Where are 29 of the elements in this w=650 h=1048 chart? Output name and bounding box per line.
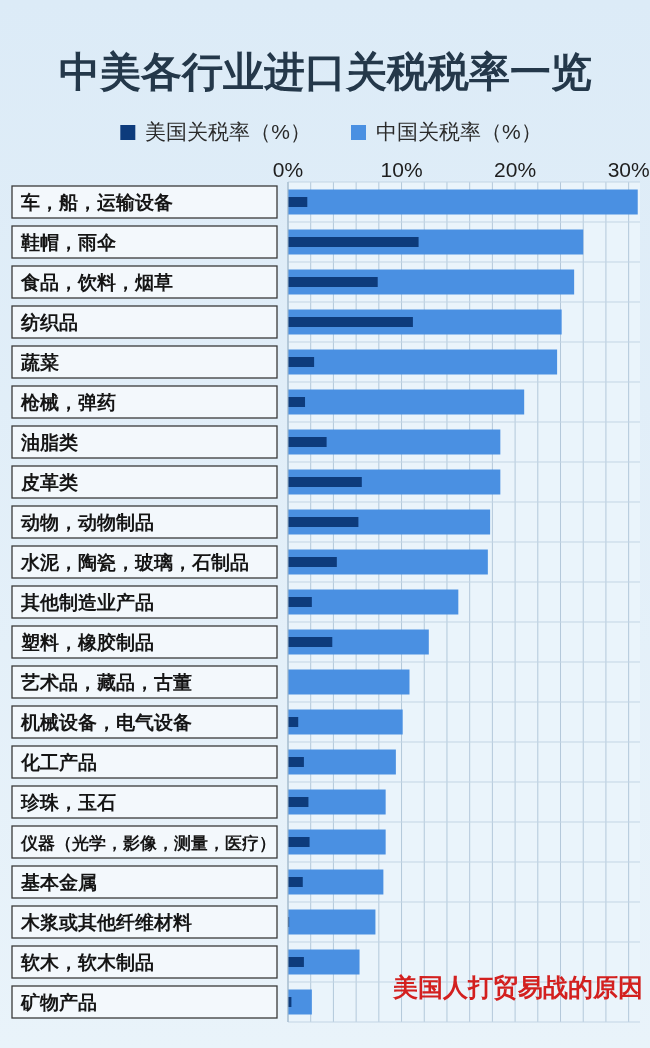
x-tick-label: 20% [494, 158, 537, 181]
y-tick-label: 水泥，陶瓷，玻璃，石制品 [20, 552, 249, 573]
y-tick-label: 皮革类 [20, 472, 78, 493]
x-tick-label: 0% [272, 158, 304, 181]
y-tick-label: 基本金属 [20, 872, 97, 893]
y-tick-label: 木浆或其他纤维材料 [20, 912, 192, 933]
y-tick-label: 其他制造业产品 [20, 592, 154, 613]
y-tick-label: 机械设备，电气设备 [20, 712, 192, 733]
annotation: 美国人打贸易战的原因 [392, 974, 643, 1001]
x-tick-label: 10% [380, 158, 423, 181]
y-tick-label: 纺织品 [20, 312, 78, 333]
x-tick-label: 30% [607, 158, 650, 181]
y-tick-label: 油脂类 [20, 432, 78, 453]
y-tick-label: 矿物产品 [20, 992, 97, 1013]
y-tick-label: 鞋帽，雨伞 [20, 232, 117, 253]
y-tick-label: 动物，动物制品 [20, 512, 154, 533]
y-tick-label: 食品，饮料，烟草 [20, 272, 173, 293]
legend-label: 中国关税率（%） [376, 120, 530, 143]
y-tick-label: 珍珠，玉石 [20, 792, 116, 813]
y-tick-label: 仪器（光学，影像，测量，医疗） [20, 834, 276, 853]
y-tick-label: 车，船，运输设备 [20, 192, 173, 213]
y-tick-label: 艺术品，藏品，古董 [20, 672, 192, 693]
y-tick-label: 化工产品 [20, 752, 97, 773]
chart-title: 中美各行业进口关税税率一览 [58, 49, 592, 95]
legend-label: 美国关税率（%） [145, 120, 299, 143]
y-tick-label: 软木，软木制品 [20, 952, 154, 973]
y-tick-label: 塑料，橡胶制品 [20, 632, 154, 653]
y-tick-label: 蔬菜 [20, 352, 59, 373]
y-tick-label: 枪械，弹药 [20, 392, 116, 413]
